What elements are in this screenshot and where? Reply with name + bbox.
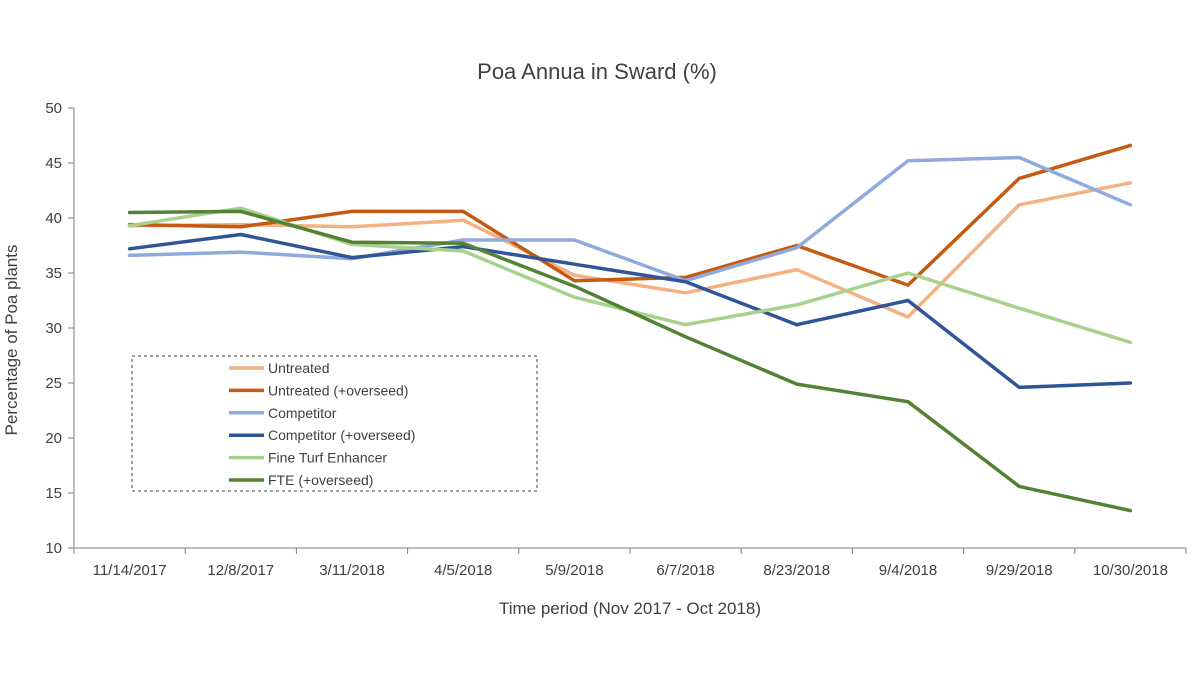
series-line-3 <box>127 155 1133 283</box>
x-tick-label: 9/29/2018 <box>986 562 1053 579</box>
y-tick-label: 15 <box>45 485 62 502</box>
legend-label: Untreated <box>268 360 329 376</box>
y-axis-title: Percentage of Poa plants <box>2 245 21 436</box>
x-tick-label: 3/11/2018 <box>319 562 385 579</box>
x-tick-label: 10/30/2018 <box>1093 562 1168 579</box>
x-tick-label: 8/23/2018 <box>763 562 830 579</box>
legend-label: Competitor (+overseed) <box>268 427 415 443</box>
x-tick-label: 6/7/2018 <box>656 562 714 579</box>
legend: Untreated Untreated (+overseed) Competitor… <box>229 360 415 488</box>
y-tick-label: 50 <box>45 100 62 117</box>
x-tick-label: 12/8/2017 <box>207 562 274 579</box>
y-tick-label: 25 <box>45 375 62 392</box>
y-tick-label: 10 <box>45 540 62 557</box>
y-tick-label: 20 <box>45 430 62 447</box>
x-tick-label: 5/9/2018 <box>545 562 603 579</box>
chart-title: Poa Annua in Sward (%) <box>477 59 717 84</box>
series-line-6 <box>127 209 1133 513</box>
legend-label: FTE (+overseed) <box>268 472 373 488</box>
series-layer <box>127 143 1133 513</box>
axes: 10 15 20 25 30 35 40 45 50 11/14/2017 12/8/2017 3/1… <box>45 100 1187 579</box>
x-tick-label: 9/4/2018 <box>879 562 937 579</box>
legend-label: Fine Turf Enhancer <box>268 450 387 466</box>
y-tick-label: 35 <box>45 265 62 282</box>
legend-label: Untreated (+overseed) <box>268 382 408 398</box>
y-tick-label: 40 <box>45 210 62 227</box>
legend-label: Competitor <box>268 405 337 421</box>
series-line-5 <box>127 206 1133 345</box>
series-line-2 <box>127 143 1133 287</box>
series-line-4 <box>127 232 1133 390</box>
x-tick-label: 11/14/2017 <box>93 562 167 579</box>
y-tick-label: 30 <box>45 320 62 337</box>
legend-box <box>131 355 538 492</box>
x-tick-label: 4/5/2018 <box>434 562 492 579</box>
y-tick-label: 45 <box>45 155 62 172</box>
x-axis-title: Time period (Nov 2017 - Oct 2018) <box>499 599 761 618</box>
